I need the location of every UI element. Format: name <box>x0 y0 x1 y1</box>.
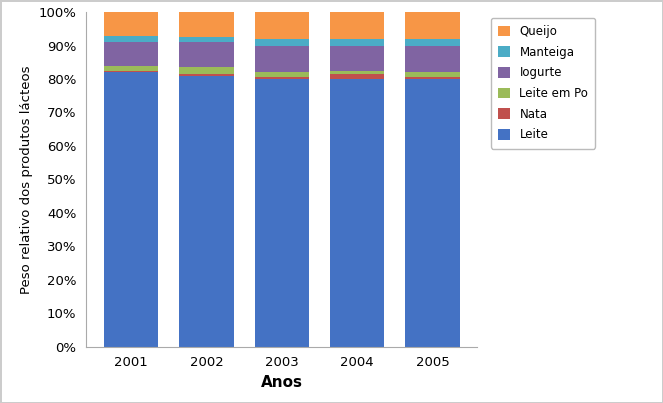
Bar <box>405 79 459 347</box>
Bar <box>104 66 158 71</box>
Bar <box>255 46 309 72</box>
Bar <box>104 72 158 347</box>
Bar <box>179 67 233 74</box>
Bar <box>104 12 158 35</box>
Bar <box>179 76 233 347</box>
Bar <box>255 72 309 77</box>
Bar <box>405 12 459 39</box>
Bar <box>104 35 158 42</box>
Bar <box>405 77 459 79</box>
Bar <box>330 39 385 46</box>
Legend: Queijo, Manteiga, Iogurte, Leite em Po, Nata, Leite: Queijo, Manteiga, Iogurte, Leite em Po, … <box>491 18 595 149</box>
Bar <box>405 39 459 46</box>
Bar <box>330 12 385 39</box>
Bar <box>255 12 309 39</box>
Bar <box>179 74 233 76</box>
Bar <box>405 72 459 77</box>
Bar <box>255 39 309 46</box>
Bar <box>255 79 309 347</box>
Y-axis label: Peso relativo dos produtos lácteos: Peso relativo dos produtos lácteos <box>20 65 33 293</box>
Bar <box>179 12 233 37</box>
Bar <box>330 46 385 71</box>
Bar <box>104 42 158 66</box>
Bar <box>330 74 385 79</box>
Bar <box>405 46 459 72</box>
Bar <box>330 71 385 74</box>
Bar <box>179 42 233 67</box>
Bar <box>104 71 158 72</box>
Bar <box>330 79 385 347</box>
Bar <box>255 77 309 79</box>
X-axis label: Anos: Anos <box>261 375 303 390</box>
Bar <box>179 37 233 42</box>
